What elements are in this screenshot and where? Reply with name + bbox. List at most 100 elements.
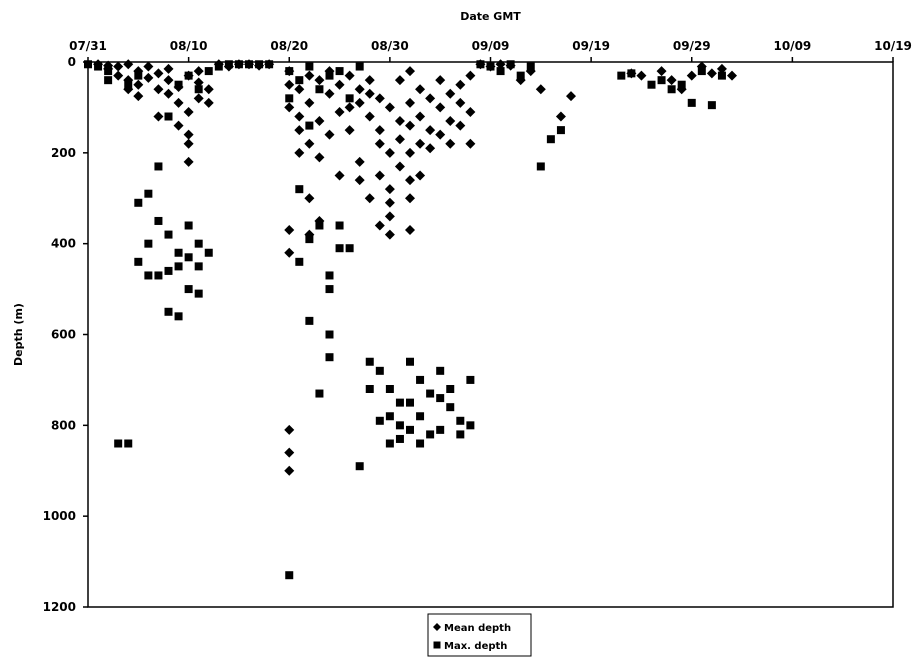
max-depth-point — [325, 71, 334, 80]
max-depth-point — [335, 67, 344, 76]
max-depth-point — [295, 76, 304, 85]
max-depth-point — [335, 244, 344, 253]
x-tick-label: 08/10 — [170, 39, 208, 53]
mean-depth-point — [455, 79, 466, 90]
mean-depth-point — [284, 465, 295, 476]
mean-depth-point — [344, 70, 355, 81]
max-depth-point — [245, 60, 253, 69]
mean-depth-point — [405, 225, 415, 236]
mean-depth-point — [173, 120, 184, 131]
mean-depth-point — [364, 193, 375, 204]
mean-depth-point — [405, 147, 415, 158]
max-depth-point — [164, 266, 173, 275]
max-depth-point — [526, 62, 535, 71]
mean-depth-point — [193, 77, 204, 88]
max-depth-point — [174, 248, 183, 257]
mean-depth-point — [284, 102, 295, 113]
y-tick-label: 1000 — [43, 509, 76, 523]
mean-depth-point — [334, 79, 345, 90]
data-marks — [84, 59, 737, 580]
max-depth-point — [476, 60, 485, 69]
mean-depth-point — [183, 106, 194, 117]
max-depth-point — [204, 67, 213, 76]
mean-depth-point — [727, 70, 737, 81]
y-tick-label: 200 — [51, 146, 76, 160]
max-depth-point — [617, 71, 626, 80]
max-depth-point — [456, 416, 465, 425]
x-tick-label: 07/31 — [69, 39, 107, 53]
legend-box — [427, 613, 532, 657]
x-tick-label: 10/19 — [874, 39, 912, 53]
legend-item-max-depth: Max. depth — [433, 641, 507, 652]
mean-depth-point — [143, 72, 154, 83]
mean-depth-point — [304, 138, 315, 149]
max-depth-point — [416, 412, 425, 421]
mean-depth-point — [344, 125, 355, 136]
max-depth-point — [194, 262, 203, 271]
series-mean-depth — [93, 59, 737, 476]
mean-depth-point — [394, 134, 405, 145]
max-depth-point — [556, 126, 565, 135]
max-depth-point — [134, 198, 143, 207]
max-depth-point — [194, 289, 203, 298]
mean-depth-point — [314, 152, 325, 163]
max-depth-point — [104, 76, 113, 85]
max-depth-point — [295, 257, 304, 266]
mean-depth-point — [445, 116, 456, 127]
y-tick-label: 600 — [51, 328, 76, 342]
max-depth-point — [184, 71, 193, 80]
max-depth-point — [717, 71, 726, 80]
max-depth-point — [385, 412, 394, 421]
max-depth-point — [184, 285, 193, 294]
max-depth-point — [426, 389, 435, 398]
mean-depth-point — [183, 138, 194, 149]
legend-diamond-shape — [433, 623, 441, 631]
max-depth-point — [255, 60, 264, 69]
mean-depth-point — [374, 220, 385, 231]
mean-depth-point — [686, 70, 697, 81]
max-depth-point — [224, 60, 233, 69]
mean-depth-point — [435, 102, 446, 113]
max-depth-point — [536, 162, 545, 171]
legend-square-shape — [433, 641, 441, 649]
max-depth-point — [325, 330, 334, 339]
mean-depth-point — [354, 84, 365, 95]
max-depth-point — [315, 221, 324, 230]
mean-depth-point — [163, 63, 174, 74]
mean-depth-point — [183, 129, 194, 140]
mean-depth-point — [374, 125, 385, 136]
max-depth-point — [305, 62, 314, 71]
max-depth-point — [385, 385, 394, 393]
y-axis-ticks: 0 200 400 600 800 1000 1200 — [43, 55, 88, 614]
max-depth-point — [647, 80, 656, 89]
mean-depth-point — [465, 70, 476, 81]
max-depth-point — [184, 221, 193, 230]
mean-depth-point — [193, 66, 204, 77]
mean-depth-point — [354, 156, 365, 167]
max-depth-point — [265, 60, 274, 69]
max-depth-point — [365, 357, 374, 366]
mean-depth-point — [384, 102, 395, 113]
max-depth-point — [436, 425, 445, 434]
max-depth-point — [345, 244, 354, 253]
max-depth-point — [144, 239, 153, 248]
legend-diamond-marker — [433, 623, 441, 631]
mean-depth-point — [344, 102, 355, 113]
mean-depth-point — [384, 197, 395, 208]
max-depth-point — [516, 71, 525, 80]
max-depth-point — [627, 69, 636, 78]
mean-depth-point — [354, 97, 365, 108]
mean-depth-point — [716, 63, 727, 74]
max-depth-point — [416, 375, 425, 384]
mean-depth-point — [123, 59, 134, 70]
mean-depth-point — [465, 138, 476, 149]
max-depth-point — [174, 312, 183, 321]
mean-depth-point — [636, 70, 647, 81]
max-depth-point — [456, 430, 465, 439]
mean-depth-point — [555, 111, 566, 122]
mean-depth-point — [394, 75, 405, 86]
mean-depth-point — [435, 129, 446, 140]
max-depth-point — [164, 230, 173, 239]
mean-depth-point — [314, 116, 325, 127]
x-tick-label: 09/19 — [572, 39, 610, 53]
